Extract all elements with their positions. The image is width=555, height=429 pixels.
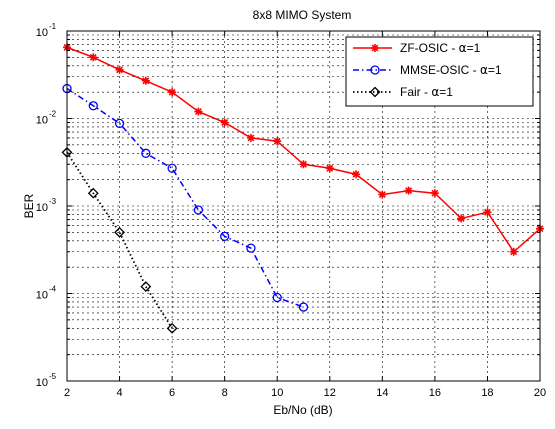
series-layer bbox=[61, 43, 544, 334]
y-tick-label-base: 10 bbox=[36, 115, 48, 127]
data-point bbox=[404, 186, 413, 195]
data-point bbox=[272, 292, 282, 303]
legend-label: Fair - α=1 bbox=[400, 85, 453, 99]
data-point bbox=[220, 231, 230, 241]
legend-marker bbox=[369, 86, 381, 98]
x-tick-label: 8 bbox=[222, 387, 228, 399]
data-point bbox=[273, 137, 282, 146]
data-point bbox=[140, 281, 152, 292]
x-tick-labels: 2 4 6 8 10 12 14 16 18 20 bbox=[64, 387, 546, 399]
x-tick-label: 18 bbox=[481, 387, 493, 399]
data-point bbox=[168, 88, 177, 97]
data-point bbox=[166, 322, 178, 334]
y-tick-label-exponent: -5 bbox=[49, 372, 57, 381]
legend-entry-2: Fair - α=1 bbox=[353, 85, 453, 99]
x-tick-label: 12 bbox=[324, 387, 336, 399]
data-point bbox=[378, 190, 387, 199]
data-point bbox=[246, 133, 255, 142]
y-tick-label-exponent: -3 bbox=[49, 197, 57, 206]
grid-layer bbox=[67, 31, 540, 381]
data-point bbox=[141, 148, 151, 158]
y-axis-label: BER bbox=[22, 193, 36, 218]
data-point bbox=[298, 302, 309, 312]
series-0 bbox=[63, 43, 544, 256]
y-tick-label-exponent: -1 bbox=[49, 22, 57, 31]
legend-entries: ZF-OSIC - α=1 MMSE-OSIC - α=1 Fair - α=1 bbox=[353, 41, 502, 99]
legend-entry-0: ZF-OSIC - α=1 bbox=[353, 41, 481, 55]
data-point bbox=[114, 118, 125, 129]
legend-label: MMSE-OSIC - α=1 bbox=[400, 63, 502, 77]
y-tick-label-exponent: -4 bbox=[49, 285, 57, 294]
legend-label: ZF-OSIC - α=1 bbox=[400, 41, 481, 55]
legend: ZF-OSIC - α=1 MMSE-OSIC - α=1 Fair - α=1 bbox=[345, 36, 534, 107]
series-1 bbox=[62, 83, 309, 312]
data-point bbox=[299, 160, 308, 169]
data-point bbox=[89, 53, 98, 62]
x-tick-label: 14 bbox=[376, 387, 388, 399]
legend-marker bbox=[371, 44, 379, 52]
legend-marker bbox=[370, 65, 380, 75]
y-tick-label-base: 10 bbox=[36, 202, 48, 214]
series-line bbox=[66, 87, 304, 308]
series-line bbox=[66, 151, 173, 329]
data-point bbox=[88, 101, 98, 111]
data-point bbox=[246, 243, 256, 253]
y-tick-label-exponent: -2 bbox=[49, 110, 57, 119]
y-tick-label-base: 10 bbox=[36, 377, 48, 389]
data-point bbox=[115, 65, 124, 74]
x-tick-label: 2 bbox=[64, 387, 70, 399]
x-axis-label: Eb/No (dB) bbox=[273, 403, 332, 417]
data-point bbox=[114, 226, 125, 238]
x-tick-label: 10 bbox=[271, 387, 283, 399]
data-point bbox=[87, 187, 99, 199]
data-point bbox=[430, 189, 439, 198]
data-point bbox=[220, 118, 229, 127]
data-point bbox=[509, 247, 518, 256]
data-point bbox=[167, 163, 177, 173]
y-tick-labels: 10-110-210-310-410-5 bbox=[36, 22, 57, 389]
y-tick-label-base: 10 bbox=[36, 290, 48, 302]
chart-title: 8x8 MIMO System bbox=[253, 8, 352, 22]
data-point bbox=[483, 208, 492, 217]
data-point bbox=[141, 76, 150, 85]
data-point bbox=[352, 170, 361, 179]
x-tick-label: 20 bbox=[534, 387, 546, 399]
legend-entry-1: MMSE-OSIC - α=1 bbox=[353, 63, 502, 77]
data-point bbox=[193, 205, 204, 215]
data-point bbox=[457, 214, 466, 223]
x-tick-label: 6 bbox=[169, 387, 175, 399]
x-tick-label: 16 bbox=[429, 387, 441, 399]
tick-layer bbox=[66, 31, 541, 382]
y-tick-label-base: 10 bbox=[36, 27, 48, 39]
series-2 bbox=[61, 146, 178, 334]
data-point bbox=[325, 164, 334, 173]
x-tick-label: 4 bbox=[116, 387, 122, 399]
data-point bbox=[194, 107, 203, 116]
